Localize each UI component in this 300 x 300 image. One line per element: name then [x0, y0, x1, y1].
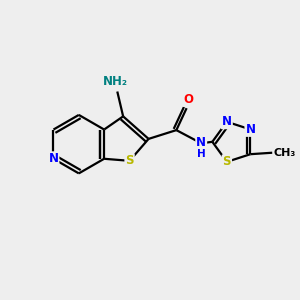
- Text: N: N: [196, 136, 206, 149]
- Text: S: S: [125, 154, 134, 167]
- Text: NH₂: NH₂: [103, 75, 128, 88]
- Text: CH₃: CH₃: [274, 148, 296, 158]
- Text: O: O: [183, 93, 193, 106]
- Text: S: S: [223, 155, 231, 168]
- Text: N: N: [222, 115, 232, 128]
- Text: N: N: [245, 123, 255, 136]
- Text: H: H: [197, 149, 206, 159]
- Text: N: N: [49, 152, 58, 165]
